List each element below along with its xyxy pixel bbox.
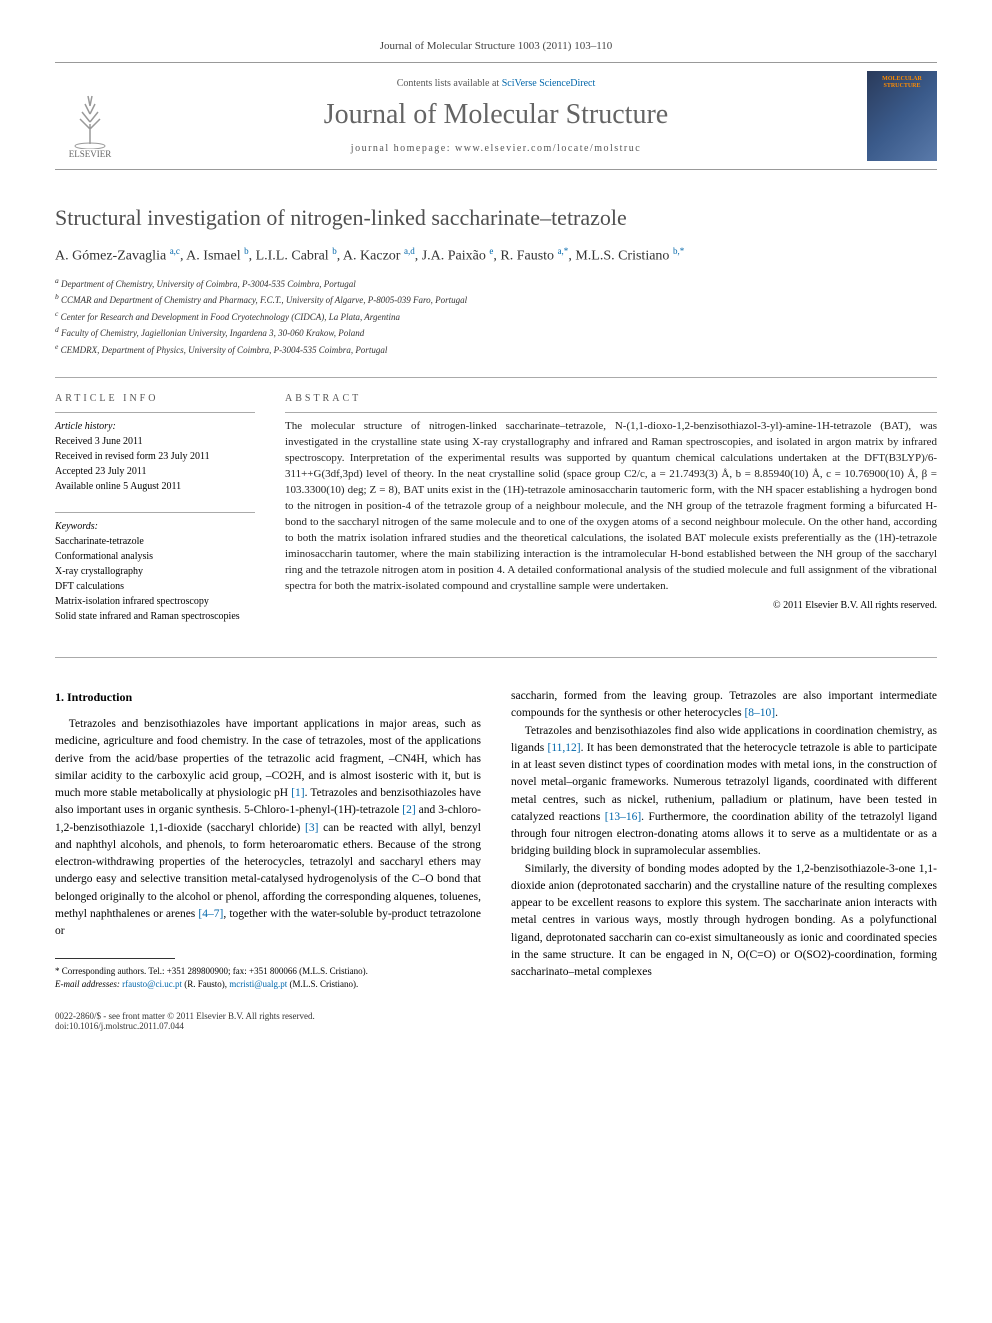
- history-line: Received in revised form 23 July 2011: [55, 449, 255, 464]
- body-paragraph: Tetrazoles and benzisothiazoles have imp…: [55, 716, 481, 940]
- abstract-copyright: © 2011 Elsevier B.V. All rights reserved…: [285, 600, 937, 611]
- body-column-left: 1. Introduction Tetrazoles and benzisoth…: [55, 688, 481, 990]
- footer-front-matter: 0022-2860/$ - see front matter © 2011 El…: [55, 1011, 937, 1021]
- email-addresses-note: E-mail addresses: rfausto@ci.uc.pt (R. F…: [55, 978, 481, 991]
- body-column-right: saccharin, formed from the leaving group…: [511, 688, 937, 990]
- keywords-block: Keywords: Saccharinate-tetrazoleConforma…: [55, 519, 255, 624]
- affiliation-line: a Department of Chemistry, University of…: [55, 275, 937, 292]
- abstract-text: The molecular structure of nitrogen-link…: [285, 419, 937, 594]
- body-paragraph: saccharin, formed from the leaving group…: [511, 688, 937, 723]
- divider-line: [55, 657, 937, 658]
- journal-name: Journal of Molecular Structure: [140, 99, 852, 131]
- history-line: Available online 5 August 2011: [55, 479, 255, 494]
- keyword-line: Solid state infrared and Raman spectrosc…: [55, 609, 255, 624]
- homepage-url: www.elsevier.com/locate/molstruc: [455, 143, 641, 154]
- divider-line: [55, 377, 937, 378]
- footnotes-block: * Corresponding authors. Tel.: +351 2898…: [55, 965, 481, 990]
- journal-cover-thumbnail: MOLECULAR STRUCTURE: [867, 71, 937, 161]
- publisher-name: ELSEVIER: [69, 149, 112, 159]
- keyword-line: Conformational analysis: [55, 549, 255, 564]
- affiliations-block: a Department of Chemistry, University of…: [55, 275, 937, 358]
- sciencedirect-link[interactable]: SciVerse ScienceDirect: [502, 78, 596, 89]
- history-line: Accepted 23 July 2011: [55, 464, 255, 479]
- ref-link[interactable]: [8–10]: [744, 707, 775, 719]
- header-center: Contents lists available at SciVerse Sci…: [140, 78, 852, 154]
- body-paragraph: Tetrazoles and benzisothiazoles find als…: [511, 723, 937, 861]
- elsevier-tree-icon: [60, 84, 120, 149]
- affiliation-line: c Center for Research and Development in…: [55, 308, 937, 325]
- keyword-line: DFT calculations: [55, 579, 255, 594]
- section-1-heading: 1. Introduction: [55, 688, 481, 706]
- journal-header: ELSEVIER Contents lists available at Sci…: [55, 62, 937, 170]
- body-paragraph: Similarly, the diversity of bonding mode…: [511, 861, 937, 982]
- ref-link[interactable]: [13–16]: [605, 811, 641, 823]
- keyword-line: Saccharinate-tetrazole: [55, 534, 255, 549]
- contents-list-line: Contents lists available at SciVerse Sci…: [140, 78, 852, 89]
- article-history-block: Article history: Received 3 June 2011Rec…: [55, 419, 255, 494]
- page-footer: 0022-2860/$ - see front matter © 2011 El…: [55, 1011, 937, 1031]
- email-link[interactable]: mcristi@ualg.pt: [229, 979, 287, 989]
- ref-link[interactable]: [11,12]: [548, 742, 581, 754]
- abstract-heading: ABSTRACT: [285, 393, 937, 404]
- footer-doi: doi:10.1016/j.molstruc.2011.07.044: [55, 1021, 937, 1031]
- ref-link[interactable]: [2]: [402, 804, 415, 816]
- history-label: Article history:: [55, 419, 255, 434]
- citation-line: Journal of Molecular Structure 1003 (201…: [55, 40, 937, 52]
- footnote-divider: [55, 958, 175, 959]
- email-link[interactable]: rfausto@ci.uc.pt: [122, 979, 182, 989]
- publisher-logo: ELSEVIER: [55, 74, 125, 159]
- article-info-column: ARTICLE INFO Article history: Received 3…: [55, 393, 255, 642]
- keyword-line: Matrix-isolation infrared spectroscopy: [55, 594, 255, 609]
- article-title: Structural investigation of nitrogen-lin…: [55, 205, 937, 231]
- keyword-line: X-ray crystallography: [55, 564, 255, 579]
- affiliation-line: e CEMDRX, Department of Physics, Univers…: [55, 341, 937, 358]
- corresponding-author-note: * Corresponding authors. Tel.: +351 2898…: [55, 965, 481, 978]
- authors-line: A. Gómez-Zavaglia a,c, A. Ismael b, L.I.…: [55, 246, 937, 265]
- homepage-line: journal homepage: www.elsevier.com/locat…: [140, 143, 852, 154]
- affiliation-line: b CCMAR and Department of Chemistry and …: [55, 291, 937, 308]
- ref-link[interactable]: [1]: [291, 787, 304, 799]
- keywords-label: Keywords:: [55, 519, 255, 534]
- abstract-column: ABSTRACT The molecular structure of nitr…: [285, 393, 937, 642]
- history-line: Received 3 June 2011: [55, 434, 255, 449]
- ref-link[interactable]: [3]: [305, 822, 318, 834]
- affiliation-line: d Faculty of Chemistry, Jagiellonian Uni…: [55, 324, 937, 341]
- article-info-heading: ARTICLE INFO: [55, 393, 255, 404]
- ref-link[interactable]: [4–7]: [198, 908, 223, 920]
